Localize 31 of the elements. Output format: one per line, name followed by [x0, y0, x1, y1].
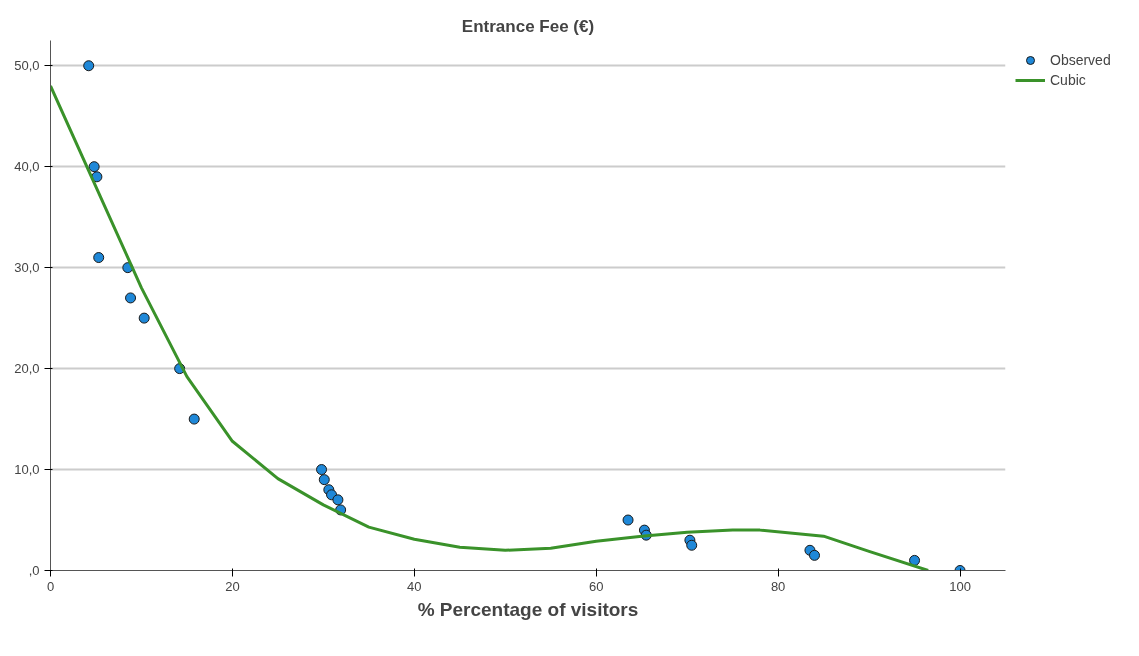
point [125, 292, 137, 304]
legend-label: Observed [1050, 52, 1111, 68]
x-tick-label: 80 [770, 578, 786, 594]
point [318, 474, 330, 486]
y-tick-label: ,0 [28, 563, 40, 578]
point [138, 312, 150, 324]
y-tick-label: 50,0 [14, 58, 40, 74]
point [686, 539, 698, 551]
y-tick-label: 10,0 [14, 462, 40, 478]
y-tick-label: 30,0 [14, 260, 40, 276]
point [93, 252, 105, 264]
point [809, 549, 820, 561]
chart-title: Entrance Fee (€) [461, 16, 595, 36]
line-series [50, 84, 930, 571]
x-tick-label: 0 [46, 578, 55, 594]
point [909, 554, 921, 566]
point [91, 171, 103, 183]
x-tick-label: 100 [949, 578, 971, 594]
point [316, 464, 328, 476]
point [332, 494, 344, 506]
x-tick-label: 60 [588, 578, 604, 594]
point [88, 161, 100, 173]
x-tick-label: 40 [407, 578, 422, 594]
point [83, 60, 95, 72]
legend-label: Cubic [1050, 72, 1086, 88]
point [188, 413, 200, 425]
point [622, 514, 634, 526]
x-axis-title: % Percentage of visitors [417, 598, 639, 620]
y-tick-label: 40,0 [14, 159, 40, 175]
y-tick-label: 20,0 [14, 361, 40, 377]
x-tick-label: 20 [225, 578, 240, 594]
